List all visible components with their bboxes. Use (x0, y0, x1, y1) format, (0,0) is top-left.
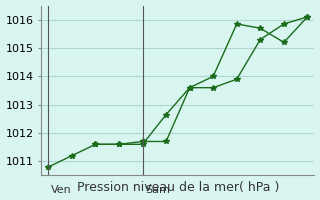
X-axis label: Pression niveau de la mer( hPa ): Pression niveau de la mer( hPa ) (77, 181, 279, 194)
Text: Ven: Ven (51, 185, 71, 195)
Text: Sam: Sam (145, 185, 170, 195)
